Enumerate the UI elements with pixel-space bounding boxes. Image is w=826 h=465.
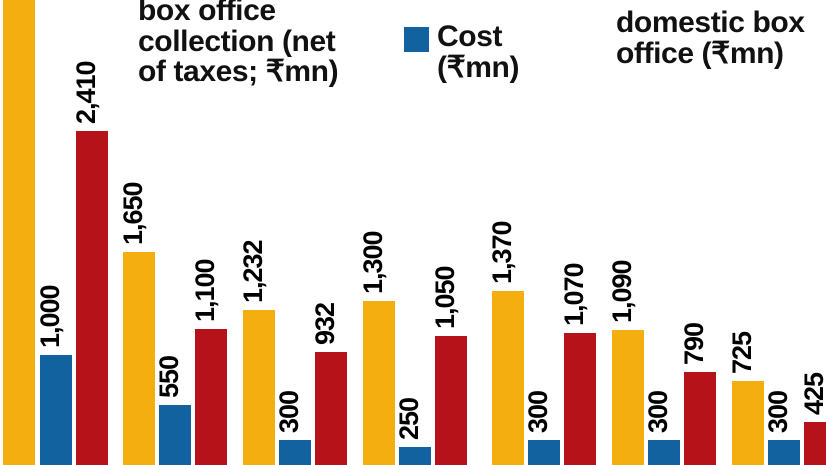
bar-orange-group-1 xyxy=(3,0,35,465)
legend-label-domestic-box-office: domestic box office (₹mn) xyxy=(616,7,826,70)
bar-red-group-4 xyxy=(435,336,467,465)
bar-value-label-orange-group-5: 1,370 xyxy=(487,221,517,284)
bar-value-label-orange-group-7: 725 xyxy=(727,331,757,374)
bar-orange-group-6 xyxy=(612,330,644,465)
bar-value-label-blue-group-6: 300 xyxy=(643,390,673,433)
bar-blue-group-4 xyxy=(399,447,431,465)
bar-blue-group-7 xyxy=(768,440,800,465)
bar-value-label-blue-group-4: 250 xyxy=(394,397,424,440)
legend-label-cost: Cost (₹mn) xyxy=(437,20,520,84)
bar-blue-group-6 xyxy=(648,440,680,465)
bar-value-label-orange-group-2: 1,650 xyxy=(118,182,148,245)
legend-label-box-office-collection: box office collection (net of taxes; ₹mn… xyxy=(138,0,400,88)
legend-swatch-cost-icon xyxy=(404,27,429,52)
bar-orange-group-3 xyxy=(243,310,275,465)
bar-value-label-red-group-4: 1,050 xyxy=(430,266,460,329)
bar-value-label-orange-group-3: 1,232 xyxy=(238,240,268,303)
bar-value-label-blue-group-2: 550 xyxy=(154,355,184,398)
bar-value-label-red-group-5: 1,070 xyxy=(559,263,589,326)
bar-red-group-6 xyxy=(684,372,716,465)
bar-red-group-1 xyxy=(76,131,108,465)
bar-value-label-orange-group-4: 1,300 xyxy=(358,231,388,294)
bar-blue-group-1 xyxy=(40,355,72,465)
bar-orange-group-4 xyxy=(363,301,395,465)
bar-value-label-red-group-6: 790 xyxy=(679,322,709,365)
bar-value-label-blue-group-7: 300 xyxy=(763,390,793,433)
bar-red-group-5 xyxy=(564,333,596,465)
bar-blue-group-3 xyxy=(279,440,311,465)
bar-orange-group-2 xyxy=(123,252,155,465)
bar-value-label-red-group-3: 932 xyxy=(310,302,340,345)
bar-blue-group-5 xyxy=(528,440,560,465)
bar-value-label-orange-group-6: 1,090 xyxy=(607,260,637,323)
bar-value-label-blue-group-1: 1,000 xyxy=(35,285,65,348)
bar-orange-group-7 xyxy=(732,381,764,465)
bar-red-group-7 xyxy=(804,422,826,465)
bar-orange-group-5 xyxy=(492,291,524,465)
bar-value-label-blue-group-5: 300 xyxy=(523,390,553,433)
bar-value-label-red-group-1: 2,410 xyxy=(71,61,101,124)
bar-value-label-red-group-2: 1,100 xyxy=(190,259,220,322)
bar-value-label-blue-group-3: 300 xyxy=(274,390,304,433)
bar-blue-group-2 xyxy=(159,405,191,465)
legend-item-cost: Cost (₹mn) xyxy=(404,20,594,84)
bar-red-group-3 xyxy=(315,352,347,465)
chart-legend: box office collection (net of taxes; ₹mn… xyxy=(0,0,826,110)
bar-red-group-2 xyxy=(195,329,227,465)
bar-value-label-red-group-7: 425 xyxy=(799,372,826,415)
